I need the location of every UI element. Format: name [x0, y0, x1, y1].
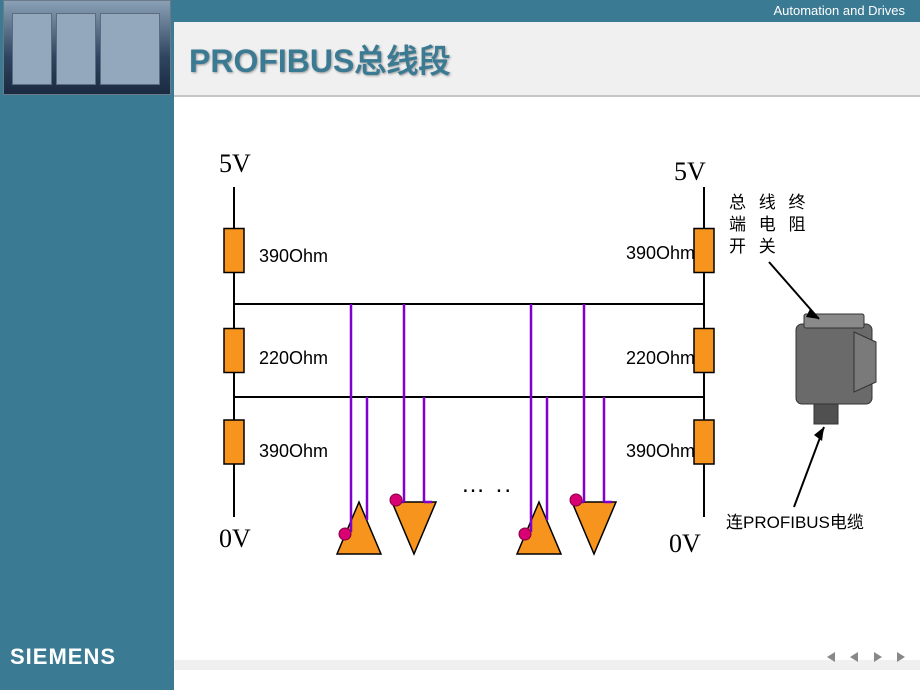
circuit-svg: [174, 97, 920, 627]
nav-prev-icon[interactable]: [846, 649, 862, 665]
page-title: PROFIBUS总线段: [189, 36, 450, 82]
nav-controls: [822, 649, 910, 665]
diagram-area: 5V 5V 0V 0V 390Ohm 220Ohm 390Ohm 390Ohm …: [174, 97, 920, 630]
nav-last-icon[interactable]: [894, 649, 910, 665]
nav-first-icon[interactable]: [822, 649, 838, 665]
tagline: Automation and Drives: [174, 0, 920, 22]
brand-logo: SIEMENS: [10, 644, 116, 670]
title-bar: PROFIBUS总线段: [174, 22, 920, 97]
plc-photo: [3, 0, 171, 95]
sidebar: SIEMENS: [0, 0, 174, 690]
nav-next-icon[interactable]: [870, 649, 886, 665]
bottom-strip: [174, 660, 920, 670]
